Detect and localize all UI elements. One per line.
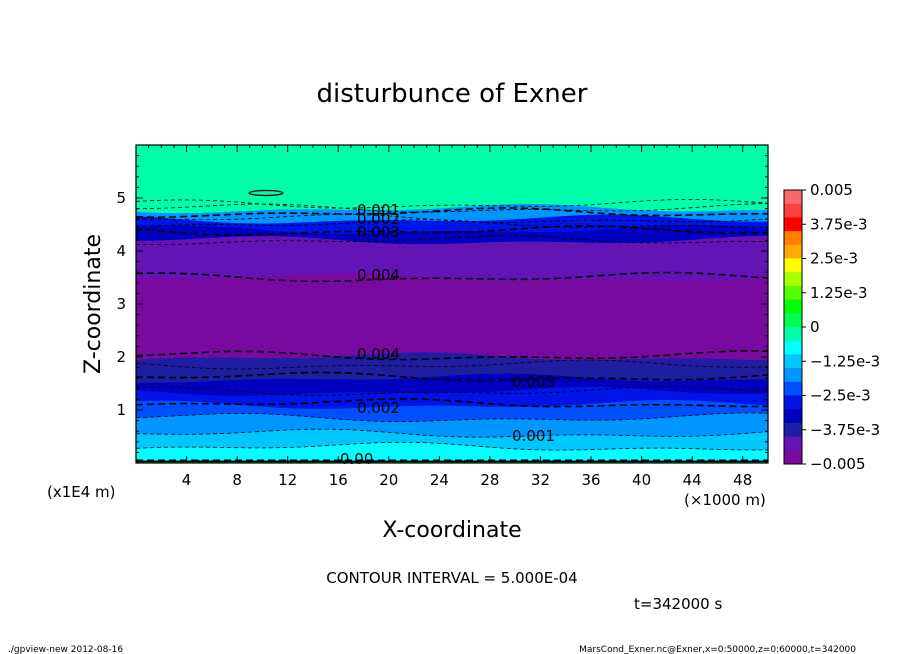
x-tick-label: 32 <box>531 471 550 489</box>
footer-left: ./gpview-new 2012-08-16 <box>8 645 123 654</box>
y-tick-label: 4 <box>116 242 126 260</box>
contour-label: 0.002 <box>357 210 400 228</box>
colorbar-swatch <box>784 327 802 342</box>
contour-label: 0.00 <box>340 450 373 468</box>
x-tick-label: 16 <box>329 471 348 489</box>
y-tick-label: 3 <box>116 295 126 313</box>
contour-labels: 0.001 0.002 0.003 0.004 0.004 0.003 0.00… <box>340 201 555 468</box>
contour-lines <box>136 198 768 463</box>
colorbar-swatch <box>784 354 802 369</box>
x-tick-label: 36 <box>581 471 600 489</box>
colorbar-swatch <box>784 340 802 355</box>
contour-label: 0.001 <box>512 427 555 445</box>
colorbar-label: 0.005 <box>810 181 853 199</box>
colorbar-swatch <box>784 258 802 273</box>
contour-label: 0.004 <box>357 345 400 363</box>
y-axis-title: Z-coordinate <box>81 234 106 374</box>
colorbar-label: −2.5e-3 <box>810 387 871 405</box>
contour-line <box>136 386 768 396</box>
x-tick-label: 28 <box>480 471 499 489</box>
contour-label: 0.001 <box>357 201 400 219</box>
footer-right: MarsCond_Exner.nc@Exner,x=0:50000,z=0:60… <box>579 645 856 654</box>
contour-line <box>136 235 768 246</box>
contour-fill <box>136 145 768 463</box>
contour-line <box>136 207 768 218</box>
x-tick-label: 40 <box>632 471 651 489</box>
colorbar-swatch <box>784 409 802 424</box>
contour-line <box>136 350 768 361</box>
colorbar-label: −0.005 <box>810 455 866 473</box>
x-tick-label: 44 <box>683 471 702 489</box>
colorbar <box>784 190 802 465</box>
x-axis-title: X-coordinate <box>382 518 521 543</box>
colorbar-swatch <box>784 422 802 438</box>
x-unit-label: (×1000 m) <box>684 491 766 509</box>
colorbar-swatch <box>784 381 802 396</box>
colorbar-swatch <box>784 313 802 328</box>
contour-line <box>136 225 768 236</box>
colorbar-swatch <box>784 203 802 218</box>
contour-label: 0.002 <box>357 399 400 417</box>
colorbar-swatch <box>784 299 802 314</box>
contour-line <box>136 203 768 213</box>
x-tick-label: 8 <box>232 471 242 489</box>
chart-title: disturbunce of Exner <box>317 79 588 109</box>
colorbar-swatch <box>784 272 802 287</box>
y-tick-label: 1 <box>116 401 126 419</box>
x-tick-label: 20 <box>379 471 398 489</box>
colorbar-swatch <box>784 395 802 410</box>
colorbar-swatch <box>784 450 802 465</box>
contour-line <box>136 412 768 422</box>
colorbar-label: 2.5e-3 <box>810 250 858 268</box>
colorbar-swatch <box>784 436 802 451</box>
x-tick-label: 12 <box>278 471 297 489</box>
contour-line <box>136 198 768 209</box>
contour-label: 0.003 <box>512 373 555 391</box>
colorbar-swatch <box>784 231 802 246</box>
time-label: t=342000 s <box>634 595 722 613</box>
contour-band <box>136 145 768 214</box>
colorbar-label: −1.25e-3 <box>810 352 880 370</box>
contour-line <box>136 219 768 228</box>
colorbar-labels: 0.005 3.75e-3 2.5e-3 1.25e-3 0 −1.25e-3 −2.5e-… <box>802 181 880 473</box>
y-tick-label: 2 <box>116 348 126 366</box>
x-tick-label: 4 <box>182 471 192 489</box>
contour-label: 0.003 <box>357 223 400 241</box>
x-tick-label: 48 <box>733 471 752 489</box>
contour-interval-text: CONTOUR INTERVAL = 5.000E-04 <box>326 569 577 587</box>
y-unit-label: (x1E4 m) <box>47 483 116 501</box>
closed-contour <box>248 189 284 197</box>
contour-line <box>136 428 768 438</box>
contour-line <box>136 398 768 408</box>
contour-line <box>136 214 768 223</box>
colorbar-swatch <box>784 285 802 301</box>
x-tick-label: 24 <box>430 471 449 489</box>
colorbar-swatch <box>784 190 802 205</box>
x-axis: 4 8 12 16 20 24 28 32 36 40 44 48 <box>148 145 756 489</box>
colorbar-label: 0 <box>810 318 820 336</box>
colorbar-label: 1.25e-3 <box>810 284 868 302</box>
contour-label: 0.004 <box>357 266 400 284</box>
contour-band <box>136 272 768 361</box>
colorbar-label: −3.75e-3 <box>810 421 880 439</box>
colorbar-swatch <box>784 244 802 259</box>
colorbar-swatch <box>784 368 802 383</box>
y-axis: 1 2 3 4 5 <box>116 155 768 453</box>
colorbar-label: 3.75e-3 <box>810 215 868 233</box>
contour-line <box>136 271 768 283</box>
contour-line <box>136 371 768 382</box>
contour-line <box>136 359 768 370</box>
contour-line <box>136 441 768 451</box>
colorbar-swatch <box>784 217 802 232</box>
y-tick-label: 5 <box>116 189 126 207</box>
